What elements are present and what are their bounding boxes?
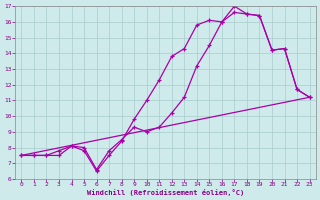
X-axis label: Windchill (Refroidissement éolien,°C): Windchill (Refroidissement éolien,°C) [87, 189, 244, 196]
